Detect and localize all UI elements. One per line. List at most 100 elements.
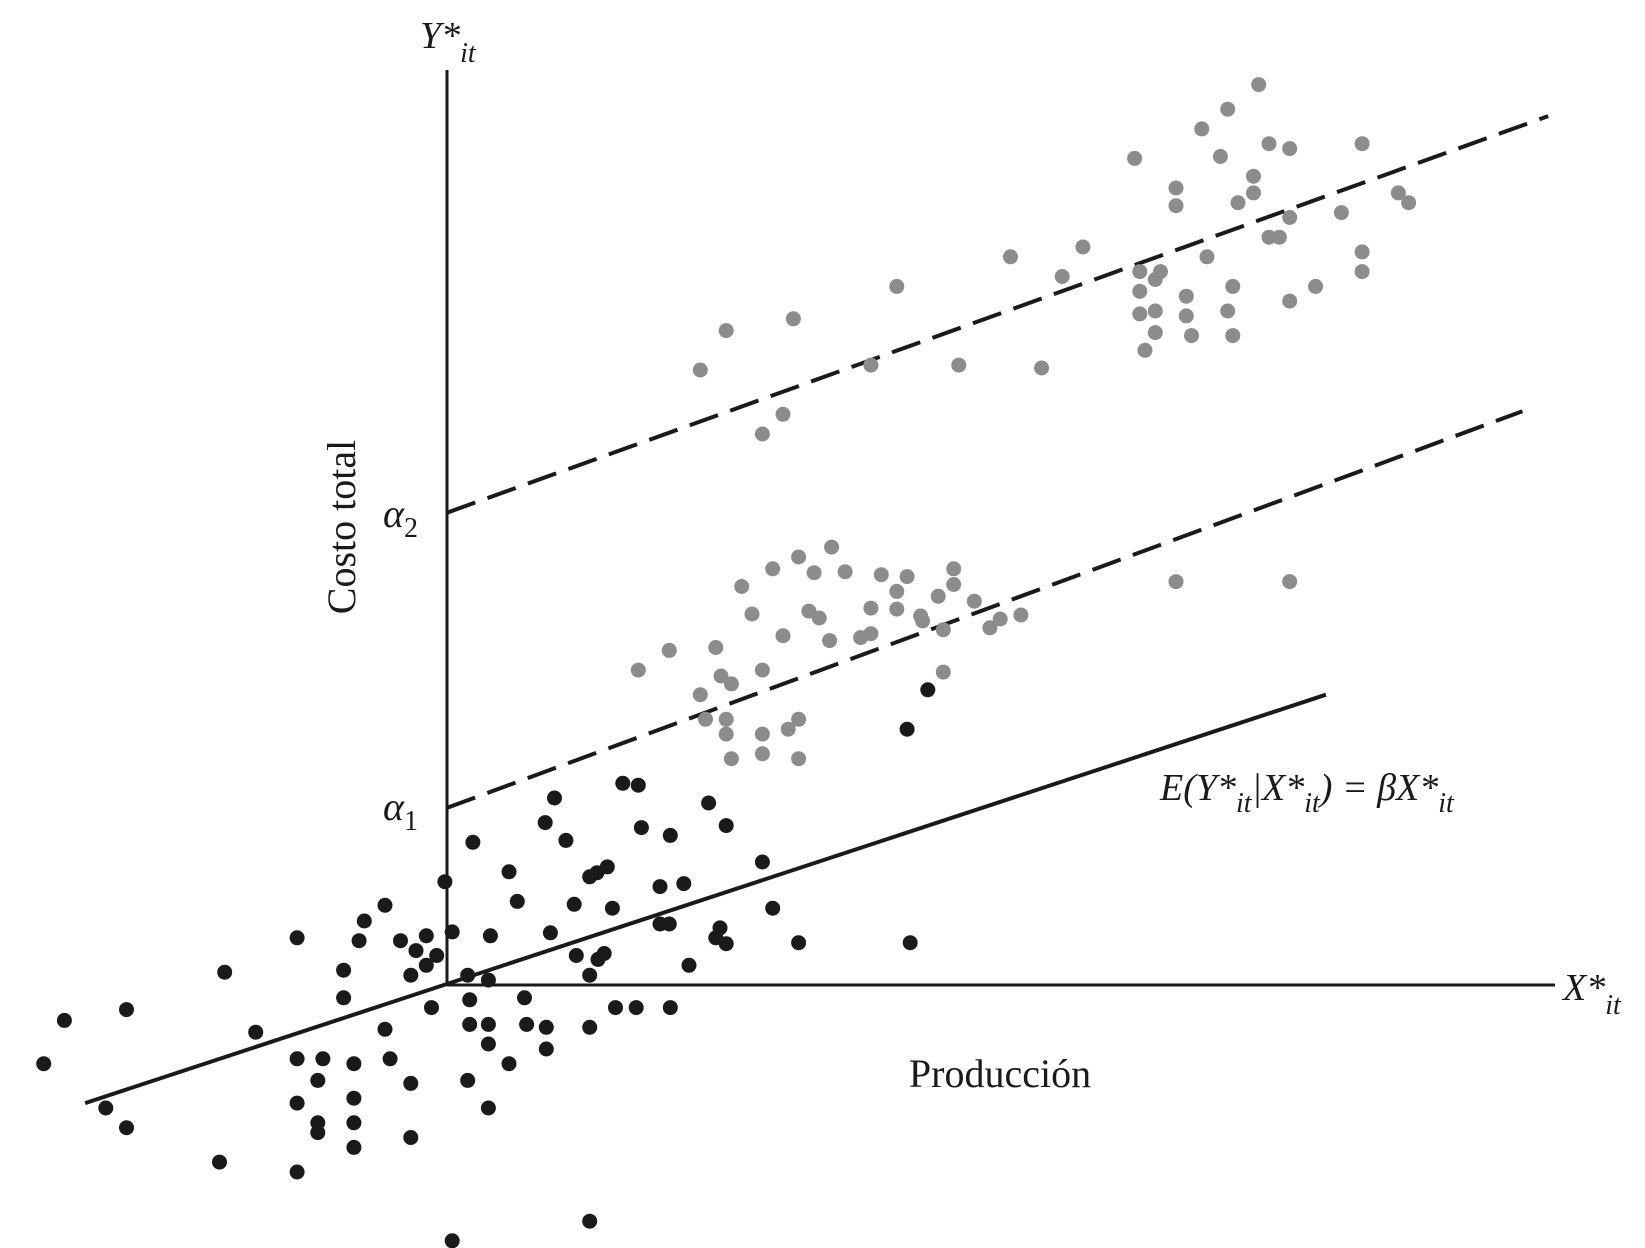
pooled-point-75: [634, 820, 649, 835]
group-point-0: [631, 663, 646, 678]
group-point-13: [755, 746, 770, 761]
pooled-point-91: [900, 722, 915, 737]
pooled-point-65: [582, 968, 597, 983]
group-point-24: [822, 633, 837, 648]
pooled-point-3: [98, 1101, 113, 1116]
pooled-point-71: [608, 1000, 623, 1015]
alpha1-symbol: α: [383, 784, 405, 829]
y-axis-var: Y*: [420, 15, 460, 57]
group-point-69: [1169, 198, 1184, 213]
group-point-3: [698, 712, 713, 727]
group-point-19: [791, 712, 806, 727]
pooled-point-92: [903, 935, 918, 950]
group-point-8: [724, 751, 739, 766]
pooled-point-88: [755, 855, 770, 870]
solid-pooled-line: [85, 695, 1326, 1103]
group-point-67: [1153, 264, 1168, 279]
pooled-point-47: [481, 1101, 496, 1116]
pooled-point-83: [701, 796, 716, 811]
group-point-75: [1213, 149, 1228, 164]
group-point-12: [755, 727, 770, 742]
pooled-point-36: [437, 874, 452, 889]
eq-part-1: E(Y*: [1159, 767, 1236, 809]
group-point-28: [863, 601, 878, 616]
regression-equation: E(Y*it|X*it) = βX*it: [1159, 767, 1455, 819]
group-point-72: [1184, 328, 1199, 343]
alpha2-symbol: α: [383, 491, 405, 536]
pooled-point-49: [502, 864, 517, 879]
pooled-point-60: [567, 897, 582, 912]
intercept-label-alpha2: α2: [383, 491, 418, 544]
pooled-point-61: [569, 948, 584, 963]
pooled-point-46: [481, 1037, 496, 1052]
group-point-91: [1334, 205, 1349, 220]
pooled-point-57: [547, 791, 562, 806]
group-point-87: [1282, 141, 1297, 156]
group-point-6: [719, 712, 734, 727]
group-point-38: [936, 665, 951, 680]
pooled-point-28: [403, 968, 418, 983]
pooled-point-12: [310, 1073, 325, 1088]
group-point-43: [993, 612, 1008, 627]
group-point-56: [1034, 361, 1049, 376]
group-point-16: [776, 628, 791, 643]
group-point-31: [889, 602, 904, 617]
group-point-7: [719, 727, 734, 742]
group-point-23: [812, 611, 827, 626]
group-point-37: [936, 622, 951, 637]
group-point-55: [1003, 249, 1018, 264]
pooled-point-10: [315, 1051, 330, 1066]
group-point-9: [724, 676, 739, 691]
group-point-90: [1308, 279, 1323, 294]
pooled-point-41: [462, 992, 477, 1007]
pooled-point-79: [662, 917, 677, 932]
pooled-point-78: [663, 828, 678, 843]
group-point-93: [1355, 244, 1370, 259]
eq-part-3: ) = βX*: [1318, 767, 1438, 809]
eq-sub-2: it: [1304, 788, 1321, 819]
pooled-point-29: [403, 1076, 418, 1091]
pooled-point-68: [597, 946, 612, 961]
group-point-52: [863, 358, 878, 373]
group-point-25: [824, 540, 839, 555]
group-point-80: [1231, 195, 1246, 210]
group-point-78: [1225, 279, 1240, 294]
pooled-point-11: [290, 1096, 305, 1111]
pooled-point-56: [539, 1042, 554, 1057]
pooled-point-8: [290, 930, 305, 945]
dashed-group-line-2: [447, 116, 1548, 513]
y-axis-title: Costo total: [319, 440, 364, 614]
pooled-point-93: [920, 682, 935, 697]
pooled-point-22: [352, 933, 367, 948]
regression-lines: [85, 116, 1548, 1103]
group-point-88: [1282, 210, 1297, 225]
pooled-point-26: [378, 898, 393, 913]
group-point-96: [1401, 195, 1416, 210]
group-point-70: [1179, 289, 1194, 304]
pooled-point-43: [460, 1073, 475, 1088]
pooled-point-73: [631, 778, 646, 793]
pooled-point-30: [403, 1130, 418, 1145]
group-point-15: [765, 561, 780, 576]
group-point-32: [889, 584, 904, 599]
group-point-68: [1169, 181, 1184, 196]
group-point-49: [755, 427, 770, 442]
group-point-2: [693, 687, 708, 702]
x-axis-variable-label: X*it: [1561, 967, 1622, 1021]
pooled-point-13: [290, 1165, 305, 1180]
pooled-point-19: [346, 1091, 361, 1106]
pooled-point-52: [517, 990, 532, 1005]
group-point-61: [1132, 284, 1147, 299]
pooled-point-2: [119, 1002, 134, 1017]
group-point-65: [1148, 304, 1163, 319]
group-point-53: [889, 279, 904, 294]
pooled-point-80: [663, 1000, 678, 1015]
pooled-point-34: [424, 1000, 439, 1015]
pooled-point-40: [460, 968, 475, 983]
x-axis-title: Producción: [909, 1051, 1091, 1096]
group-point-18: [791, 550, 806, 565]
group-point-63: [1138, 343, 1153, 358]
pooled-point-74: [629, 1000, 644, 1015]
pooled-point-32: [419, 928, 434, 943]
